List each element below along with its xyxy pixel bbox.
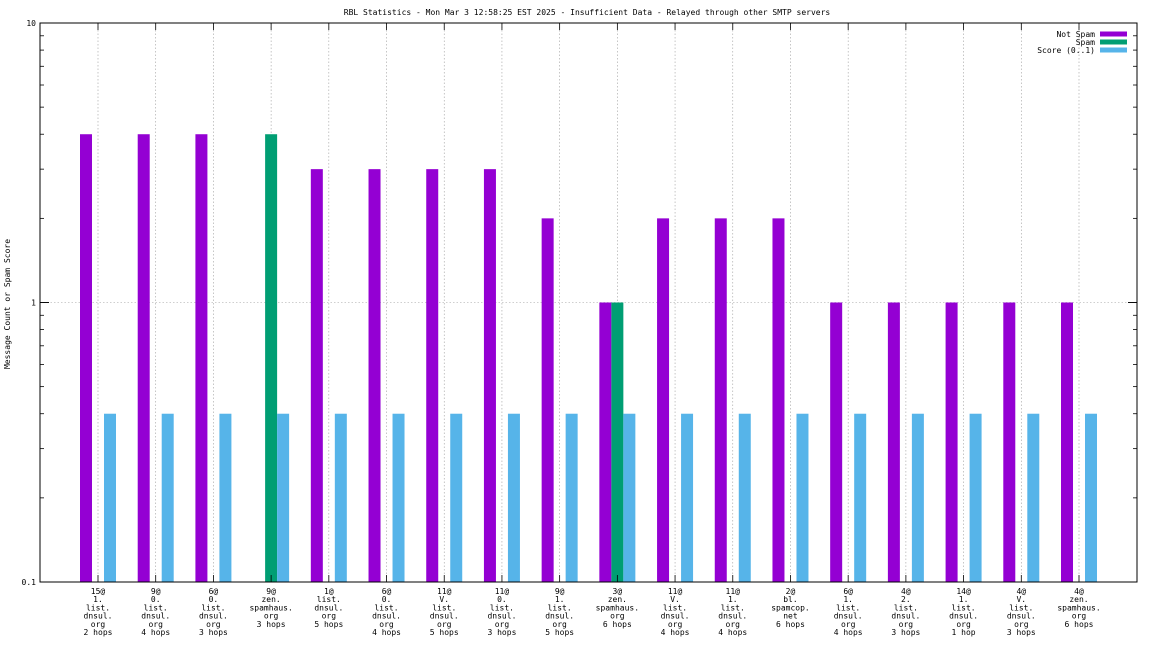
y-tick-label: 1 — [31, 299, 36, 308]
bar-score-0-1 — [277, 413, 290, 582]
bar-not-spam — [599, 302, 612, 582]
legend-swatch — [1100, 47, 1127, 53]
bar-not-spam — [426, 169, 439, 583]
bar-not-spam — [80, 134, 92, 582]
bar-score-0-1 — [681, 413, 694, 582]
bar-not-spam — [310, 169, 323, 583]
bar-not-spam — [483, 169, 496, 583]
x-tick-label: 2@ bl. spamcop. net 6 hops — [771, 587, 810, 629]
bar-score-0-1 — [507, 413, 520, 582]
bar-score-0-1 — [104, 413, 116, 582]
bar-not-spam — [1003, 302, 1016, 582]
chart-title: RBL Statistics - Mon Mar 3 12:58:25 EST … — [344, 8, 831, 17]
bar-score-0-1 — [450, 413, 463, 582]
x-tick-label: 11@ V. list. dnsul. org 4 hops — [661, 587, 690, 637]
bar-score-0-1 — [738, 413, 751, 582]
bar-not-spam — [945, 302, 958, 582]
bar-score-0-1 — [565, 413, 578, 582]
bar-score-0-1 — [911, 413, 924, 582]
y-tick-label: 10 — [26, 19, 36, 28]
bar-score-0-1 — [334, 413, 347, 582]
bar-not-spam — [1061, 302, 1073, 582]
x-tick-label: 4@ zen. spamhaus. org 6 hops — [1057, 587, 1100, 629]
bar-score-0-1 — [623, 413, 636, 582]
x-tick-label: 6@ 1. list. dnsul. org 4 hops — [834, 587, 863, 637]
bar-not-spam — [541, 218, 554, 582]
bar-score-0-1 — [392, 413, 405, 582]
x-tick-label: 1@ list. dnsul. org 5 hops — [314, 587, 343, 629]
bar-not-spam — [714, 218, 727, 582]
axes — [39, 22, 1138, 583]
bar-score-0-1 — [796, 413, 809, 582]
x-tick-label: 9@ 0. list. dnsul. org 4 hops — [141, 587, 170, 637]
x-tick-label: 6@ 0. list. dnsul. org 3 hops — [199, 587, 228, 637]
x-tick-label: 4@ V. list. dnsul. org 3 hops — [1007, 587, 1036, 637]
bar-score-0-1 — [1085, 413, 1097, 582]
x-tick-label: 9@ zen. spamhaus. org 3 hops — [249, 587, 292, 629]
bar-score-0-1 — [161, 413, 174, 582]
x-tick-label: 14@ 1. list. dnsul. org 1 hop — [949, 587, 978, 637]
x-tick-label: 4@ 2. list. dnsul. org 3 hops — [891, 587, 920, 637]
bar-not-spam — [368, 169, 381, 583]
bar-not-spam — [772, 218, 785, 582]
y-tick-label: 0.1 — [22, 578, 37, 587]
bar-score-0-1 — [854, 413, 867, 582]
x-tick-label: 9@ 1. list. dnsul. org 5 hops — [545, 587, 574, 637]
x-tick-label: 11@ V. list. dnsul. org 5 hops — [430, 587, 459, 637]
x-tick-label: 11@ 1. list. dnsul. org 4 hops — [718, 587, 747, 637]
x-tick-label: 15@ 1. list. dnsul. org 2 hops — [84, 587, 113, 637]
tick-labels: 0.1 1 10 15@ 1. list. dnsul. org 2 hops 9@ 0. list.… — [22, 19, 1101, 637]
y-axis-label: Message Count or Spam Score — [3, 239, 12, 369]
bars — [80, 134, 1097, 583]
bar-not-spam — [887, 302, 900, 582]
bar-not-spam — [657, 218, 670, 582]
bar-not-spam — [195, 134, 208, 582]
legend-label: Score (0..1) — [1037, 46, 1095, 55]
bar-score-0-1 — [1027, 413, 1040, 582]
legend-swatch — [1100, 31, 1127, 37]
bar-not-spam — [137, 134, 150, 582]
legend-swatch — [1100, 39, 1127, 45]
bar-score-0-1 — [969, 413, 982, 582]
legend-label: Spam — [1076, 38, 1095, 47]
x-tick-label: 3@ zen. spamhaus. org 6 hops — [596, 587, 639, 629]
x-tick-label: 6@ 0. list. dnsul. org 4 hops — [372, 587, 401, 637]
bar-not-spam — [830, 302, 843, 582]
bar-spam — [265, 134, 278, 582]
bar-spam — [611, 302, 624, 582]
legend-label: Not Spam — [1056, 30, 1095, 39]
bar-score-0-1 — [219, 413, 232, 582]
x-tick-label: 11@ 0. list. dnsul. org 3 hops — [487, 587, 516, 637]
